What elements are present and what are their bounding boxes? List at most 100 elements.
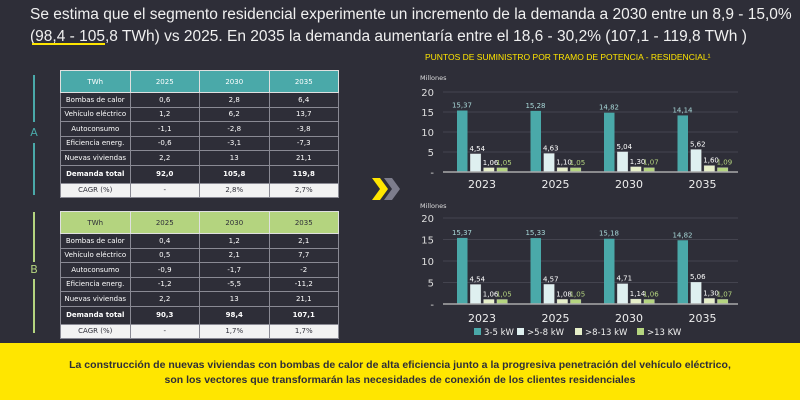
table-cell: - bbox=[129, 182, 200, 198]
bar-58kW bbox=[470, 284, 482, 305]
y-axis-label: Millones bbox=[420, 202, 447, 210]
conclusion-line-1: La construcción de nuevas viviendas con … bbox=[69, 359, 731, 371]
data-label: 4,57 bbox=[543, 275, 559, 283]
scenario-a-label: A bbox=[30, 126, 38, 139]
data-label: 1,07 bbox=[643, 159, 659, 167]
data-label: 5,62 bbox=[690, 141, 706, 149]
legend-swatch bbox=[517, 328, 524, 335]
table-row: Autoconsumo -0,9 -1,7 -2 bbox=[60, 262, 339, 278]
bar-35kW bbox=[457, 237, 468, 304]
data-label: 4,63 bbox=[543, 144, 559, 152]
y-tick-label: 20 bbox=[421, 88, 434, 99]
x-tick-label: 2023 bbox=[468, 178, 496, 191]
table-cell: 2,1 bbox=[268, 233, 339, 249]
data-label: 15,33 bbox=[525, 229, 545, 237]
bar-813kW bbox=[703, 165, 715, 173]
data-label: 5,04 bbox=[617, 143, 633, 151]
bar-35kW bbox=[530, 238, 541, 304]
headline-line-2: (98,4 - 105,8 TWh) vs 2025. En 2035 la d… bbox=[30, 28, 747, 45]
data-label: 1,05 bbox=[496, 290, 512, 298]
table-row: Nuevas viviendas 2,2 13 21,1 bbox=[60, 150, 339, 166]
table-row: Bombas de calor 0,4 1,2 2,1 bbox=[60, 233, 339, 249]
bar-813kW bbox=[703, 298, 715, 305]
bar-58kW bbox=[543, 284, 555, 305]
table-cell: -3,8 bbox=[268, 121, 339, 137]
table-cell: -0,6 bbox=[129, 135, 200, 151]
data-label: 4,71 bbox=[617, 275, 633, 283]
data-label: 14,82 bbox=[672, 231, 692, 239]
table-row: Bombas de calor 0,6 2,8 6,4 bbox=[60, 92, 339, 108]
x-tick-label: 2023 bbox=[468, 312, 496, 325]
data-label: 15,37 bbox=[452, 229, 472, 237]
bar-35kW bbox=[604, 238, 615, 304]
data-label: 14,14 bbox=[672, 106, 693, 114]
legend-label: >5-8 kW bbox=[527, 328, 565, 338]
column-header: TWh bbox=[60, 70, 131, 93]
column-header: TWh bbox=[60, 211, 131, 234]
table-row: Eficiencia energ. -0,6 -3,1 -7,3 bbox=[60, 135, 339, 151]
data-label: 1,05 bbox=[570, 290, 586, 298]
scenario-b-bracket-top bbox=[33, 212, 35, 262]
y-tick-label: 10 bbox=[421, 257, 434, 268]
data-label: 1,06 bbox=[483, 290, 499, 298]
x-tick-label: 2025 bbox=[542, 178, 570, 191]
legend-swatch bbox=[637, 328, 644, 335]
chart-title: PUNTOS DE SUMINISTRO POR TRAMO DE POTENC… bbox=[425, 52, 711, 62]
y-tick-label: 5 bbox=[428, 279, 434, 290]
scenario-b-bracket-bottom bbox=[33, 279, 35, 333]
y-tick-label: - bbox=[430, 168, 434, 179]
bar-58kW bbox=[617, 283, 629, 305]
x-tick-label: 2035 bbox=[689, 312, 717, 325]
data-label: 1,60 bbox=[703, 157, 719, 165]
column-header: 2035 bbox=[268, 70, 339, 93]
bar-35kW bbox=[677, 115, 688, 172]
y-tick-label: 15 bbox=[421, 108, 434, 119]
bar-58kW bbox=[690, 149, 702, 173]
table-row: Nuevas viviendas 2,2 13 21,1 bbox=[60, 291, 339, 307]
table-row: Autoconsumo -1,1 -2,8 -3,8 bbox=[60, 121, 339, 137]
bar-35kW bbox=[677, 240, 688, 304]
y-tick-label: 5 bbox=[428, 148, 434, 159]
row-label: CAGR (%) bbox=[60, 182, 131, 198]
data-label: 4,54 bbox=[470, 145, 486, 153]
scenario-b-label: B bbox=[30, 263, 38, 276]
bar-58kW bbox=[470, 153, 482, 173]
scenario-a-bracket-bottom bbox=[33, 143, 35, 195]
column-header: 2025 bbox=[129, 211, 200, 234]
table-row: CAGR (%) -2,8% 2,7% bbox=[60, 182, 339, 198]
y-tick-label: - bbox=[430, 300, 434, 311]
table-row: CAGR (%) -1,7% 1,7% bbox=[60, 323, 339, 339]
bar-35kW bbox=[457, 110, 468, 172]
data-label: 1,30 bbox=[630, 158, 646, 166]
bar-35kW bbox=[530, 110, 541, 172]
data-label: 1,06 bbox=[483, 159, 499, 167]
conclusion-line-2: son los vectores que transformarán las n… bbox=[164, 374, 636, 386]
data-label: 1,14 bbox=[630, 290, 646, 298]
table-header-row: TWh 2025 2030 2035 bbox=[60, 211, 339, 234]
bar-58kW bbox=[543, 153, 555, 173]
y-tick-label: 20 bbox=[421, 214, 434, 225]
data-label: 1,09 bbox=[717, 159, 733, 167]
data-label: 1,10 bbox=[556, 159, 572, 167]
y-tick-label: 15 bbox=[421, 236, 434, 247]
x-tick-label: 2035 bbox=[689, 178, 717, 191]
data-label: 1,07 bbox=[717, 290, 733, 298]
table-cell: 2,8% bbox=[199, 182, 270, 198]
table-cell: 1,7% bbox=[199, 323, 270, 339]
data-label: 1,06 bbox=[643, 290, 659, 298]
x-tick-label: 2025 bbox=[542, 312, 570, 325]
column-header: 2030 bbox=[199, 70, 270, 93]
row-label: Autoconsumo bbox=[60, 121, 131, 137]
bar-35kW bbox=[604, 112, 615, 172]
data-label: 14,82 bbox=[599, 104, 619, 112]
legend-label: >13 KW bbox=[647, 328, 682, 338]
demand-table-scenario-a: TWh 2025 2030 2035 Bombas de calor 0,6 2,8 6,4 V… bbox=[60, 70, 339, 198]
conclusion-banner: La construcción de nuevas viviendas con … bbox=[0, 343, 800, 400]
y-axis-label: Millones bbox=[420, 74, 447, 82]
bar-813kW bbox=[630, 166, 642, 173]
x-tick-label: 2030 bbox=[615, 312, 643, 325]
y-tick-label: 10 bbox=[421, 128, 434, 139]
data-label: 1,30 bbox=[703, 289, 719, 297]
data-label: 4,54 bbox=[470, 275, 486, 283]
demand-table-scenario-b: TWh 2025 2030 2035 Bombas de calor 0,4 1,2 2,1 V… bbox=[60, 211, 339, 339]
